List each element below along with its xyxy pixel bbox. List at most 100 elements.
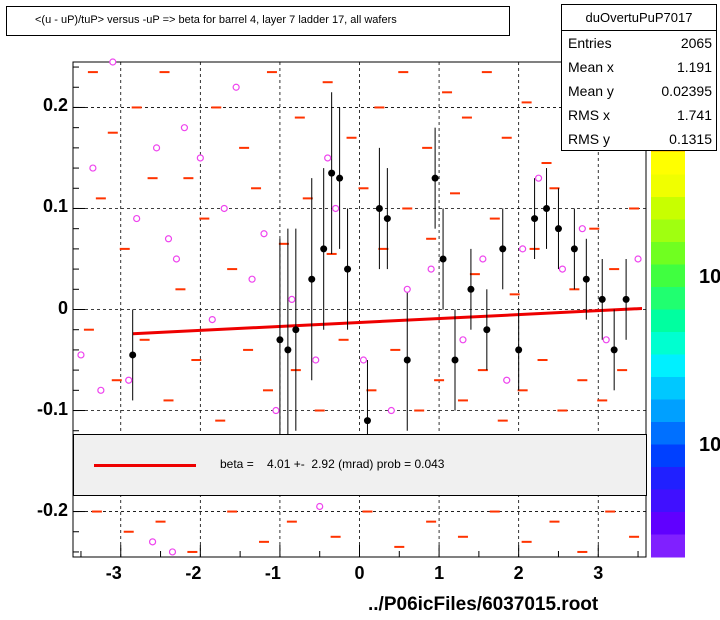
open-circle [324,154,332,162]
plot-title: <(u - uP)/tuP> versus -uP => beta for ba… [35,14,397,26]
histogram-cell [111,379,122,382]
profile-point [383,215,391,223]
open-circle [133,214,141,223]
histogram-cell [83,328,94,331]
histogram-cell [557,409,568,412]
stats-name: duOvertuPuP7017 [562,5,716,31]
histogram-cell [183,177,194,180]
histogram-cell [322,81,333,84]
stats-box: duOvertuPuP7017 Entries 2065 Mean x 1.19… [561,4,717,151]
open-circle [602,336,610,344]
histogram-cell [489,510,500,513]
profile-point [276,336,284,344]
histogram-cell [175,288,186,291]
open-circle-markers [77,58,642,556]
histogram-cell [629,535,640,538]
profile-point [467,285,475,293]
open-circle [288,295,296,303]
fit-legend-line [94,464,196,467]
histogram-cell [549,187,560,190]
fit-legend-box: beta = 4.01 +- 2.92 (mrad) prob = 0.043 [73,434,647,496]
profile-point [344,265,352,273]
histogram-cell [422,146,433,149]
palette-cell [651,377,685,400]
stats-value: 1.191 [676,59,712,75]
y-tick-label: 0 [57,297,68,318]
histogram-cell [211,106,222,109]
histogram-cell [187,550,198,553]
open-circle [77,351,85,359]
histogram-cell [378,247,389,250]
histogram-cell [549,520,560,523]
histogram-cell [426,237,437,240]
stats-row-rms-y: RMS y 0.1315 [568,129,712,151]
x-tick-label: -3 [105,563,122,583]
palette-cell [651,399,685,423]
profile-point [451,356,459,364]
histogram-cell [469,273,480,276]
histogram-cell [346,136,357,139]
histogram-cell [390,348,401,351]
histogram-cell [87,71,98,74]
profile-point [129,351,137,359]
stats-row-entries: Entries 2065 [568,33,712,55]
histogram-cell [147,177,158,180]
histogram-cell [215,419,226,422]
palette-cell [651,197,685,220]
open-circle [558,265,567,273]
profile-point [499,245,507,253]
histogram-cell [537,359,548,362]
profile-point [554,225,562,233]
histogram-cell [314,409,325,412]
x-tick-label: 2 [513,563,524,583]
histogram-cell [227,510,238,513]
histogram-cell [605,510,616,513]
open-circle [387,406,395,415]
histogram-cell [155,520,166,523]
profile-point [363,417,371,425]
histogram-cell [330,535,341,538]
histogram-cell [402,207,413,210]
x-tick-label: 0 [354,563,365,583]
open-circle [479,255,487,263]
stats-key: Mean y [568,83,614,99]
profile-point [439,255,447,263]
histogram-cell [259,540,269,543]
histogram-cell [461,116,472,119]
open-circle [312,356,320,364]
histogram-cell [398,71,409,74]
histogram-cell [266,71,277,74]
profile-point [375,204,383,212]
histogram-cell [477,369,488,372]
fit-line [132,306,643,336]
z-axis-label-lower: 10 [699,434,720,456]
histogram-cell [294,116,305,119]
open-circle [359,356,368,364]
profile-point [543,204,551,212]
histogram-cell [501,136,512,139]
profile-point [284,346,292,354]
stats-row-mean-x: Mean x 1.191 [568,57,712,79]
open-circle [180,124,189,132]
stats-key: RMS y [568,131,610,147]
histogram-cell [374,106,385,109]
profile-point [598,295,606,303]
open-circle [634,255,642,263]
profile-markers [129,169,630,425]
histogram-cell [589,227,600,230]
palette-cell [651,422,685,445]
open-circle [97,386,105,394]
title-box: <(u - uP)/tuP> versus -uP => beta for ba… [6,6,510,36]
open-circle [272,406,280,415]
histogram-cell [338,338,349,341]
histogram-cell [239,146,250,149]
stats-row-mean-y: Mean y 0.02395 [568,81,712,103]
histogram-cell [426,520,437,523]
profile-point [582,275,590,283]
open-circle [534,174,543,182]
profile-point [403,356,411,364]
stats-value: 0.02395 [661,83,712,99]
palette-cell [651,512,685,535]
histogram-cell [481,71,492,74]
histogram-cell [577,550,588,553]
